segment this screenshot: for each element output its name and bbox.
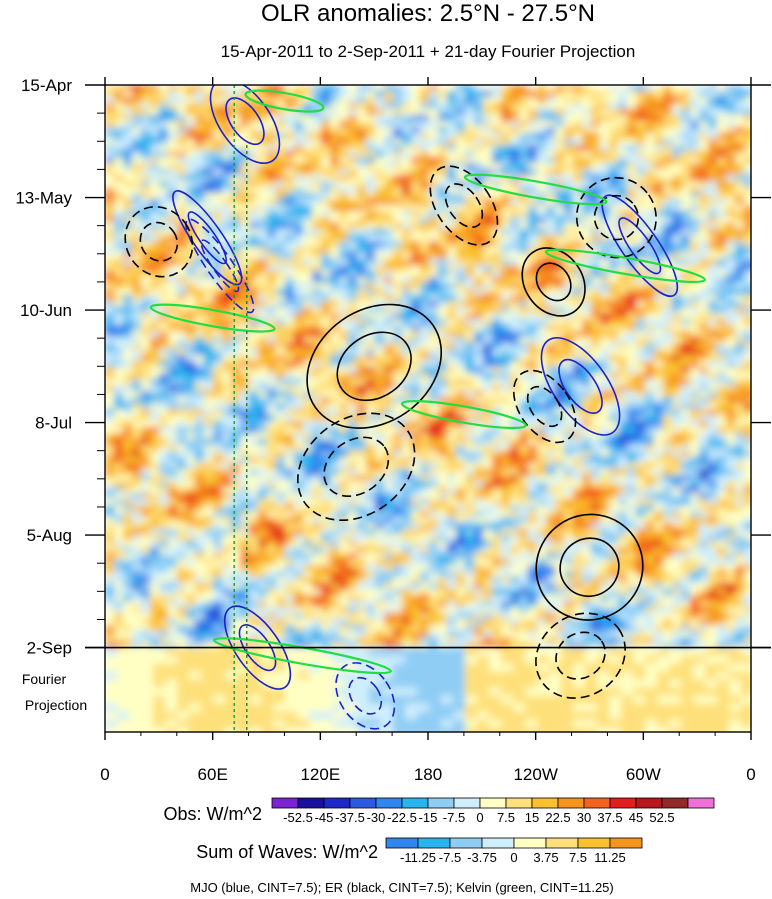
obs-colorbar-swatch-0: [272, 798, 298, 808]
wave-legend-note: MJO (blue, CINT=7.5); ER (black, CINT=7.…: [190, 880, 613, 895]
y-tick-label-3: 8-Jul: [35, 414, 72, 433]
waves-colorbar-label: Sum of Waves: W/m^2: [196, 842, 378, 862]
obs-colorbar-level-4: -22.5: [387, 810, 417, 825]
y-tick-label-0: 15-Apr: [21, 76, 72, 95]
obs-colorbar-swatch-15: [662, 798, 688, 808]
x-tick-label-1: 60E: [198, 765, 228, 784]
obs-colorbar: Obs: W/m^2 -52.5 -45 -37.5 -30 -22.5 -15 -7.5 0…: [164, 798, 714, 825]
obs-colorbar-level-0: -52.5: [283, 810, 313, 825]
plot-area: 0 60E 120E 180 120W 60W 0 15-Apr 13-May 10-Jun 8-…: [15, 67, 771, 784]
olr-hovmoller-figure: OLR anomalies: 2.5°N - 27.5°N 15-Apr-201…: [0, 0, 772, 899]
waves-colorbar: Sum of Waves: W/m^2 -11.25 -7.5 -3.75 0 3.75…: [196, 838, 642, 865]
x-tick-label-3: 180: [414, 765, 442, 784]
obs-colorbar-level-11: 30: [577, 810, 591, 825]
y-tick-label-4: 5-Aug: [27, 526, 72, 545]
chart-title: OLR anomalies: 2.5°N - 27.5°N: [261, 0, 595, 27]
x-tick-label-2: 120E: [300, 765, 340, 784]
obs-colorbar-swatch-12: [584, 798, 610, 808]
waves-colorbar-swatch-0: [386, 838, 418, 848]
obs-colorbar-swatch-7: [454, 798, 480, 808]
obs-colorbar-level-5: -15: [419, 810, 438, 825]
obs-colorbar-level-13: 45: [629, 810, 643, 825]
waves-colorbar-level-0: -11.25: [400, 850, 436, 865]
obs-colorbar-level-12: 37.5: [597, 810, 622, 825]
olr-anomaly-field: [105, 85, 754, 737]
obs-colorbar-swatch-3: [350, 798, 376, 808]
obs-colorbar-level-10: 22.5: [545, 810, 570, 825]
obs-colorbar-swatch-16: [688, 798, 714, 808]
x-tick-label-6: 0: [746, 765, 755, 784]
x-tick-label-4: 120W: [513, 765, 557, 784]
obs-colorbar-level-3: -30: [367, 810, 386, 825]
chart-subtitle: 15-Apr-2011 to 2-Sep-2011 + 21-day Fouri…: [221, 42, 636, 61]
waves-colorbar-level-3: 0: [510, 850, 517, 865]
obs-colorbar-swatch-8: [480, 798, 506, 808]
obs-colorbar-swatch-11: [558, 798, 584, 808]
obs-colorbar-swatch-14: [636, 798, 662, 808]
obs-colorbar-level-1: -45: [315, 810, 334, 825]
waves-colorbar-level-1: -7.5: [439, 850, 461, 865]
obs-colorbar-swatch-13: [610, 798, 636, 808]
obs-colorbar-level-8: 7.5: [497, 810, 515, 825]
x-tick-label-5: 60W: [626, 765, 661, 784]
obs-colorbar-swatch-1: [298, 798, 324, 808]
obs-colorbar-swatch-10: [532, 798, 558, 808]
waves-colorbar-swatch-6: [578, 838, 610, 848]
waves-colorbar-swatch-5: [546, 838, 578, 848]
waves-colorbar-level-6: 11.25: [594, 850, 626, 865]
obs-colorbar-swatch-5: [402, 798, 428, 808]
y-tick-label-2: 10-Jun: [20, 301, 72, 320]
waves-colorbar-swatch-2: [450, 838, 482, 848]
y-tick-label-1: 13-May: [15, 189, 72, 208]
obs-colorbar-swatch-6: [428, 798, 454, 808]
obs-colorbar-swatch-2: [324, 798, 350, 808]
y-tick-label-5: 2-Sep: [27, 639, 72, 658]
obs-colorbar-level-7: 0: [476, 810, 483, 825]
obs-colorbar-level-9: 15: [525, 810, 539, 825]
projection-label-line1: Fourier: [22, 671, 67, 687]
x-tick-label-0: 0: [100, 765, 109, 784]
waves-colorbar-level-4: 3.75: [533, 850, 558, 865]
obs-colorbar-level-14: 52.5: [649, 810, 674, 825]
obs-colorbar-level-2: -37.5: [335, 810, 365, 825]
waves-colorbar-swatch-4: [514, 838, 546, 848]
waves-colorbar-swatch-7: [610, 838, 642, 848]
obs-colorbar-swatch-4: [376, 798, 402, 808]
waves-colorbar-swatch-3: [482, 838, 514, 848]
waves-colorbar-level-2: -3.75: [467, 850, 497, 865]
obs-colorbar-level-6: -7.5: [443, 810, 465, 825]
obs-colorbar-label: Obs: W/m^2: [164, 804, 262, 824]
waves-colorbar-swatch-1: [418, 838, 450, 848]
waves-colorbar-level-5: 7.5: [569, 850, 587, 865]
projection-label-line2: Projection: [25, 697, 87, 713]
obs-colorbar-swatch-9: [506, 798, 532, 808]
